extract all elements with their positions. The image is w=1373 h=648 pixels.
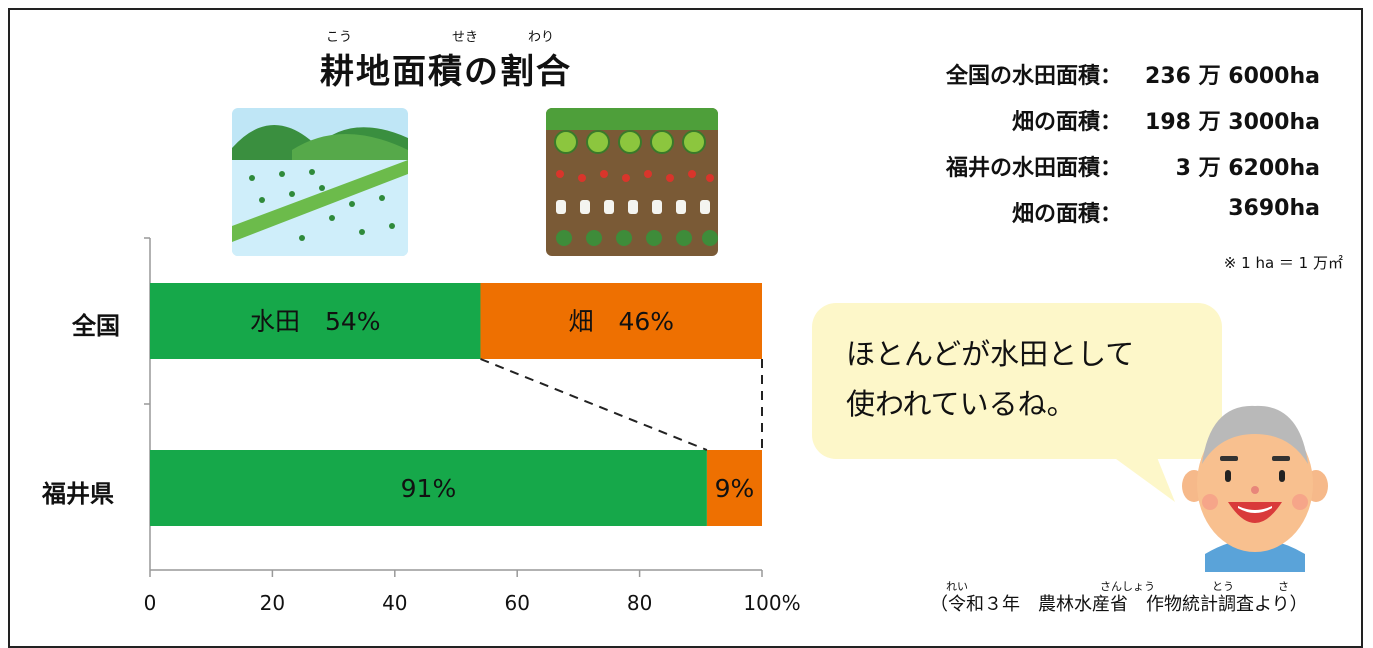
stat-label-national-paddy: 全国の水田面積： xyxy=(945,64,1122,89)
stat-label-fukui-field: 畑の面積： xyxy=(1011,202,1122,227)
stat-label-national-field: 畑の面積： xyxy=(1011,110,1122,135)
bar-0-1 xyxy=(480,283,762,359)
speech-bubble: ほとんどが水田として 使われているね。 xyxy=(812,303,1222,459)
source-citation: （令和３年 農林水産省 作物統計調査より） xyxy=(930,594,1308,615)
chart-title: 耕地面積の割合 xyxy=(320,52,572,92)
x-tick-label-2: 40 xyxy=(382,591,407,615)
rice-paddy-illustration xyxy=(232,108,408,256)
vegetable-field-illustration xyxy=(546,108,718,256)
source-ruby-sa: さ xyxy=(1278,580,1289,593)
bar-label-0-1: 畑 46% xyxy=(568,307,674,336)
title-ruby-kou: こう xyxy=(326,30,353,45)
stat-value-fukui-field: 3690ha xyxy=(1228,196,1320,221)
connector-line-split xyxy=(480,358,708,451)
source-ruby-sanshou: さんしょう xyxy=(1100,580,1155,593)
x-tick-label-3: 60 xyxy=(504,591,529,615)
title-block: こう せき わり 耕地面積の割合 xyxy=(320,18,620,92)
bar-label-0-0: 水田 54% xyxy=(250,307,381,336)
bar-label-1-0: 91% xyxy=(401,474,457,503)
bar-0-0 xyxy=(150,283,481,359)
source-ruby-tou: とう xyxy=(1212,580,1234,593)
speech-line-1: ほとんどが水田として xyxy=(846,337,1135,371)
unit-note: ※ 1 ha ＝ 1 万㎡ xyxy=(1223,254,1343,272)
speech-line-2: 使われているね。 xyxy=(846,387,1076,421)
stacked-bar-chart: 0 20 40 60 80 100% 水田 54% 畑 46% 91% 9% xyxy=(144,237,801,615)
stat-value-national-field: 198 万 3000ha xyxy=(1145,110,1320,135)
x-tick-label-0: 0 xyxy=(144,591,157,615)
x-tick-label-5: 100% xyxy=(743,591,800,615)
bar-label-1-1: 9% xyxy=(715,474,755,503)
title-ruby-seki: せき xyxy=(452,30,479,45)
stat-value-national-paddy: 236 万 6000ha xyxy=(1145,64,1320,89)
grandpa-illustration xyxy=(1182,405,1328,572)
stat-value-fukui-paddy: 3 万 6200ha xyxy=(1175,156,1320,181)
speech-bubble-text: ほとんどが水田として 使われているね。 xyxy=(846,329,1206,429)
stat-label-fukui-paddy: 福井の水田面積： xyxy=(945,156,1122,181)
bar-1-1 xyxy=(706,450,762,526)
title-ruby-wari: わり xyxy=(528,30,555,45)
source-ruby-rei: れい xyxy=(946,580,968,593)
row-label-fukui: 福井県 xyxy=(42,480,114,508)
area-stats: 全国の水田面積： 236 万 6000ha 畑の面積： 198 万 3000ha… xyxy=(900,58,1320,238)
x-tick-label-1: 20 xyxy=(260,591,285,615)
x-tick-label-4: 80 xyxy=(627,591,652,615)
speech-bubble-tail xyxy=(1090,440,1175,502)
bar-1-0 xyxy=(150,450,707,526)
row-label-national: 全国 xyxy=(72,312,120,340)
